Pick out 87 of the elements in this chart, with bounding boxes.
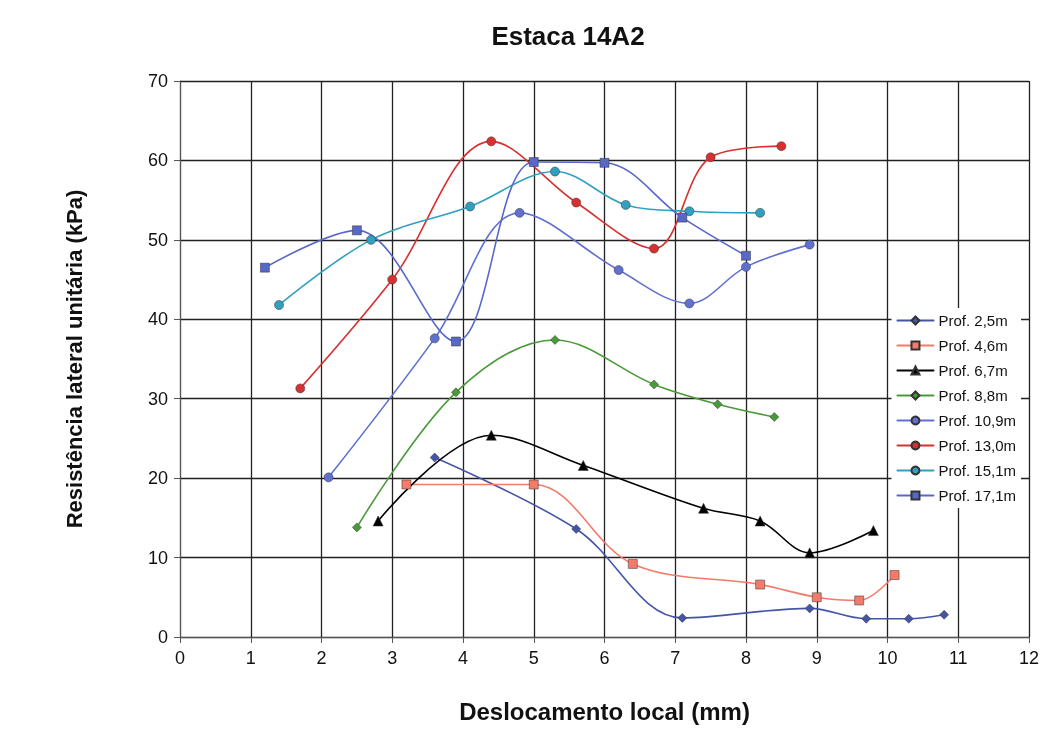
point: [401, 479, 412, 490]
point: [868, 525, 879, 536]
point: [684, 206, 695, 217]
point: [613, 265, 624, 275]
x-tick-label: 8: [740, 648, 752, 668]
point: [628, 559, 638, 569]
point: [274, 300, 284, 310]
point: [366, 235, 376, 245]
point: [854, 595, 864, 606]
x-tick-label: 5: [528, 648, 539, 668]
y-tick-label: 10: [147, 547, 168, 568]
legend-label: Prof. 2,5m: [938, 312, 1008, 329]
legend-label: Prof. 4,6m: [938, 337, 1008, 354]
x-tick-label: 6: [599, 648, 610, 668]
point: [571, 197, 581, 208]
legend-label: Prof. 8,8m: [938, 387, 1008, 404]
point: [465, 201, 475, 212]
legend-label: Prof. 10,9m: [938, 412, 1017, 429]
point: [352, 225, 362, 236]
legend-label: Prof. 6,7m: [938, 362, 1008, 379]
y-tick-label: 30: [147, 388, 168, 409]
point: [769, 412, 780, 422]
legend-label: Prof. 17,1m: [938, 487, 1017, 504]
point: [620, 200, 631, 210]
point: [939, 610, 949, 620]
point: [776, 141, 787, 151]
point: [429, 333, 440, 344]
point: [451, 336, 461, 347]
point: [741, 250, 751, 261]
x-tick-label: 4: [457, 648, 469, 668]
point: [550, 335, 560, 345]
y-tick-label: 70: [147, 71, 168, 91]
point: [578, 460, 589, 471]
point: [804, 547, 815, 559]
point: [529, 157, 539, 167]
x-tick-label: 12: [1018, 648, 1040, 668]
point: [295, 383, 306, 394]
y-tick-label: 0: [157, 627, 168, 647]
point: [649, 243, 659, 254]
x-tick-label: 7: [670, 648, 681, 668]
point: [861, 613, 872, 624]
y-axis-title: Resistência lateral unitária (kPa): [61, 189, 87, 529]
point: [705, 152, 716, 162]
point: [429, 452, 440, 463]
x-tick-label: 9: [811, 648, 822, 668]
y-tick-label: 40: [147, 309, 168, 330]
point: [903, 613, 914, 624]
chart-title: Estaca 14A2: [491, 21, 645, 51]
point: [754, 515, 766, 527]
point: [712, 399, 723, 410]
x-tick-label: 10: [877, 648, 898, 668]
point: [804, 603, 815, 614]
x-tick-label: 1: [245, 648, 256, 668]
x-tick-label: 11: [948, 648, 968, 668]
point: [889, 570, 900, 580]
point: [451, 387, 461, 398]
point: [260, 262, 270, 273]
point: [812, 592, 822, 603]
point: [514, 208, 525, 218]
point: [755, 579, 765, 590]
point: [387, 274, 397, 285]
point: [571, 524, 581, 534]
point: [741, 262, 751, 272]
point: [698, 503, 709, 514]
x-tick-label: 0: [174, 648, 186, 668]
point: [352, 522, 362, 533]
point: [486, 430, 497, 441]
x-tick-label: 2: [316, 648, 327, 668]
point: [599, 158, 610, 168]
y-tick-label: 20: [147, 468, 168, 489]
legend-label: Prof. 13,0m: [938, 437, 1017, 454]
point: [550, 166, 560, 177]
point: [486, 136, 497, 147]
point: [677, 613, 688, 623]
point: [372, 515, 384, 527]
point: [677, 212, 688, 223]
point: [684, 298, 695, 309]
point: [529, 479, 539, 490]
y-tick-label: 60: [147, 150, 168, 171]
point: [649, 379, 659, 390]
point: [755, 208, 765, 218]
x-axis-title: Deslocamento local (mm): [459, 697, 750, 725]
point: [323, 472, 334, 483]
y-tick-label: 50: [147, 229, 168, 250]
legend-label: Prof. 15,1m: [938, 462, 1017, 479]
point: [804, 239, 815, 250]
x-tick-label: 3: [387, 648, 398, 668]
